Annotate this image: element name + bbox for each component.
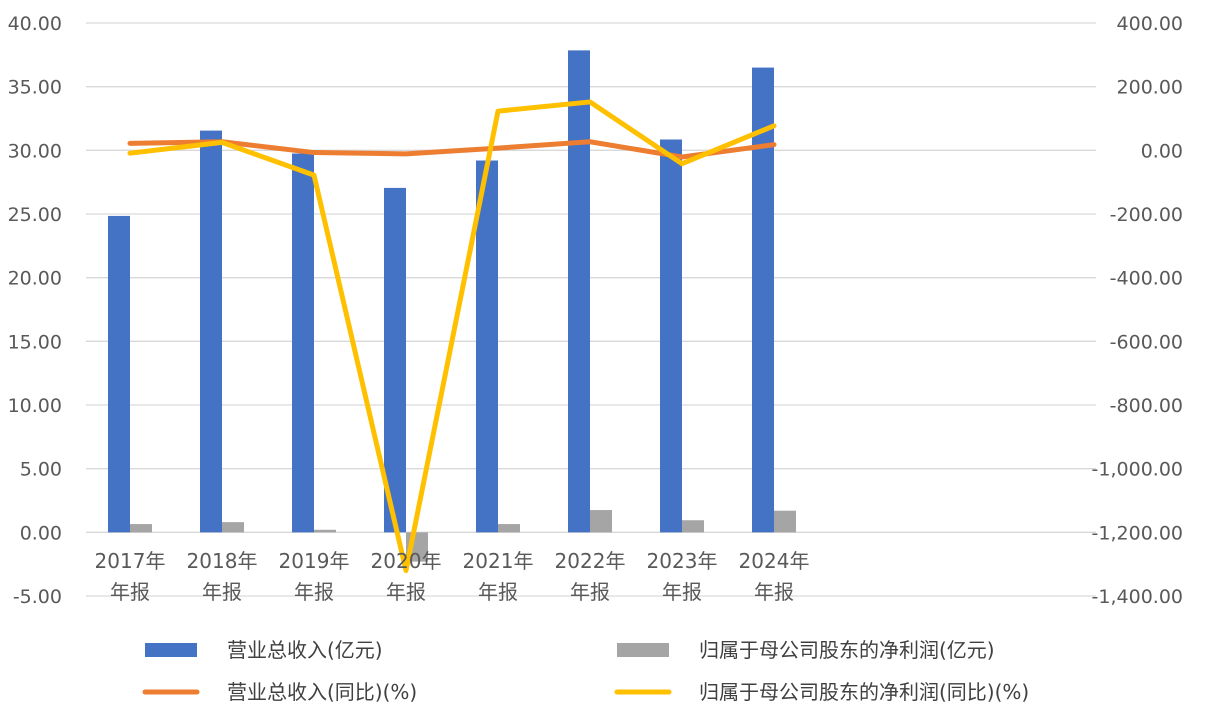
category-label-line: 年报 [202,580,242,604]
legend-label: 营业总收入(亿元) [227,638,383,662]
left-tick-label: -5.00 [13,586,62,608]
series-line [127,99,777,574]
bar-series [108,50,796,562]
category-label: 2020年年报 [371,549,442,604]
legend-label: 归属于母公司股东的净利润(同比)(%) [699,680,1029,704]
category-label-line: 2018年 [187,549,258,573]
category-label-line: 年报 [294,580,334,604]
category-label-line: 年报 [754,580,794,604]
category-label: 2023年年报 [647,549,718,604]
category-label: 2021年年报 [463,549,534,604]
right-tick-label: -1,400.00 [1092,586,1183,608]
bar [774,510,796,533]
category-label: 2019年年报 [279,549,350,604]
right-tick-label: -800.00 [1110,395,1183,417]
left-tick-label: 20.00 [8,268,62,290]
category-label-line: 年报 [662,580,702,604]
category-label-line: 2021年 [463,549,534,573]
category-label-line: 年报 [386,580,426,604]
category-label-line: 2022年 [555,549,626,573]
bar [384,187,406,533]
bar [476,160,498,533]
legend-label: 营业总收入(同比)(%) [227,680,417,704]
category-label: 2024年年报 [739,549,810,604]
bar [498,524,520,533]
legend-swatch [145,643,197,657]
category-label: 2018年年报 [187,549,258,604]
legend: 营业总收入(亿元) 归属于母公司股东的净利润(亿元) 营业总收入(同比)(%) 归属于… [142,638,1029,704]
bar [292,153,314,533]
bar [752,67,774,533]
bar [568,50,590,533]
bar [660,139,682,533]
category-label-line: 2020年 [371,549,442,573]
bar [590,510,612,533]
category-label: 2017年年报 [95,549,166,604]
left-tick-label: 40.00 [8,13,62,35]
category-label-line: 2019年 [279,549,350,573]
category-label-line: 2024年 [739,549,810,573]
bar [108,215,130,533]
legend-swatch [617,643,669,657]
right-tick-label: 200.00 [1117,77,1183,99]
right-tick-label: 0.00 [1141,140,1183,162]
bar [130,524,152,533]
category-label-line: 2023年 [647,549,718,573]
category-label-line: 年报 [478,580,518,604]
category-label: 2022年年报 [555,549,626,604]
category-label-line: 2017年 [95,549,166,573]
left-tick-label: 25.00 [8,204,62,226]
bar [682,520,704,533]
left-tick-label: 30.00 [8,140,62,162]
category-labels: 2017年年报2018年年报2019年年报2020年年报2021年年报2022年… [95,549,810,604]
bar [200,130,222,533]
left-axis-tick-labels: 40.00 35.00 30.00 25.00 20.00 15.00 10.00 5.00 0… [8,13,62,608]
right-tick-label: -200.00 [1110,204,1183,226]
left-tick-label: 5.00 [20,459,62,481]
right-axis-tick-labels: 400.00 200.00 0.00 -200.00 -400.00 -600.00 -80… [1092,13,1183,608]
line-series [127,99,777,574]
category-label-line: 年报 [110,580,150,604]
left-tick-label: 10.00 [8,395,62,417]
right-tick-label: -400.00 [1110,268,1183,290]
bar [222,522,244,533]
right-tick-label: 400.00 [1117,13,1183,35]
category-label-line: 年报 [570,580,610,604]
right-tick-label: -600.00 [1110,331,1183,353]
legend-label: 归属于母公司股东的净利润(亿元) [699,638,995,662]
right-tick-label: -1,200.00 [1092,522,1183,544]
left-tick-label: 15.00 [8,331,62,353]
left-tick-label: 0.00 [20,522,62,544]
bar [314,529,336,533]
right-tick-label: -1,000.00 [1092,459,1183,481]
left-tick-label: 35.00 [8,77,62,99]
